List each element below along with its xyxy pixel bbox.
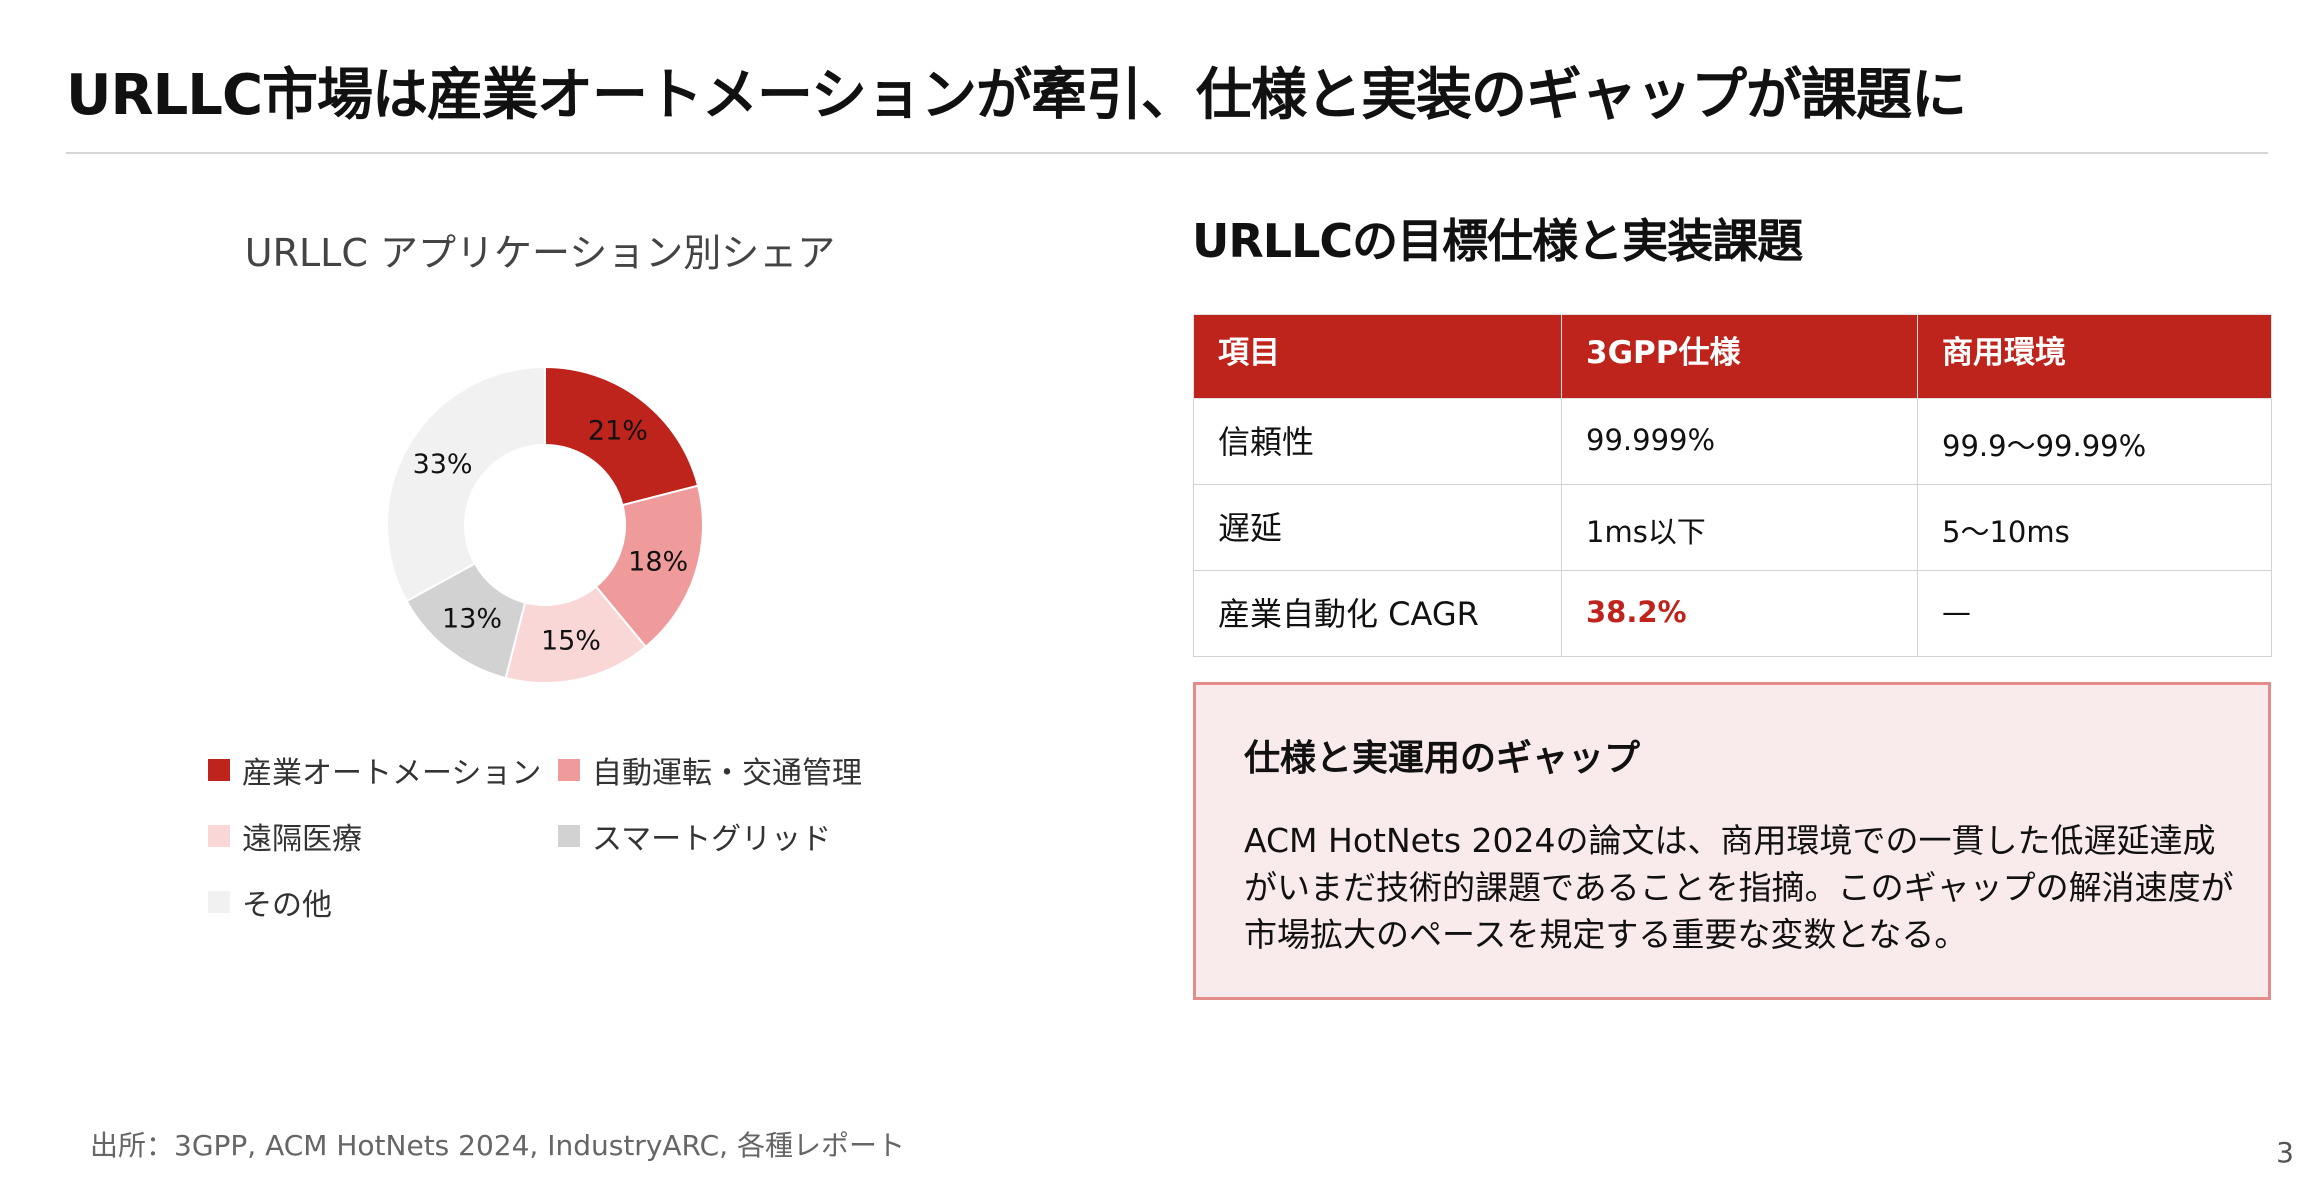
slice-label-0: 21%	[588, 415, 648, 446]
gap-callout-body: ACM HotNets 2024の論文は、商用環境での一貫した低遅延達成がいまだ…	[1244, 821, 2234, 954]
column-header-item: 項目	[1193, 314, 1562, 399]
spec-value: 1ms以下	[1561, 484, 1918, 571]
gap-callout-title: 仕様と実運用のギャップ	[1244, 738, 1641, 779]
donut-slice-1	[594, 484, 704, 649]
commercial-value: 5〜10ms	[1917, 484, 2272, 571]
legend-swatch	[208, 891, 230, 913]
legend-swatch	[558, 759, 580, 781]
donut-slice-0	[544, 365, 700, 507]
legend-label: 産業オートメーション	[242, 756, 542, 791]
legend-swatch	[208, 759, 230, 781]
legend-item-other: その他	[208, 880, 332, 924]
title-divider	[66, 152, 2268, 154]
legend-item-smart-grid: スマートグリッド	[558, 814, 831, 858]
column-header-commercial: 商用環境	[1917, 314, 2272, 399]
slice-label-1: 18%	[628, 546, 688, 577]
page-number: 3	[2276, 1136, 2294, 1169]
chart-title: URLLC アプリケーション別シェア	[244, 231, 836, 275]
table-row: 遅延 1ms以下 5〜10ms	[1193, 484, 2272, 571]
legend-label: その他	[242, 888, 332, 923]
table-row: 信頼性 99.999% 99.9〜99.99%	[1193, 398, 2272, 485]
slide-title: URLLC市場は産業オートメーションが牽引、仕様と実装のギャップが課題に	[66, 63, 1967, 128]
source-note: 出所：3GPP, ACM HotNets 2024, IndustryARC, …	[90, 1129, 905, 1162]
table-row: 産業自動化 CAGR 38.2% —	[1193, 570, 2272, 657]
donut-slice-4	[386, 365, 546, 603]
legend-label: 遠隔医療	[242, 822, 362, 857]
slice-label-4: 33%	[413, 449, 473, 480]
donut-chart: 21% 18% 15% 13% 33%	[386, 365, 704, 684]
commercial-value: —	[1917, 570, 2272, 657]
legend-label: スマートグリッド	[592, 822, 832, 857]
spec-section-heading: URLLCの目標仕様と実装課題	[1192, 214, 1803, 268]
spec-table: 項目 3GPP仕様 商用環境 信頼性 99.999% 99.9〜99.99% 遅…	[1193, 314, 2272, 657]
spec-value-highlight: 38.2%	[1561, 570, 1918, 657]
slice-label-3: 13%	[442, 604, 502, 635]
legend-item-autonomous-driving: 自動運転・交通管理	[558, 748, 862, 792]
legend-item-telemedicine: 遠隔医療	[208, 814, 362, 858]
row-label: 遅延	[1193, 484, 1562, 571]
column-header-3gpp-spec: 3GPP仕様	[1561, 314, 1918, 399]
row-label: 産業自動化 CAGR	[1193, 570, 1562, 657]
legend-item-industrial-automation: 産業オートメーション	[208, 748, 541, 792]
gap-callout-box: 仕様と実運用のギャップ ACM HotNets 2024の論文は、商用環境での一…	[1193, 682, 2271, 1000]
legend-swatch	[208, 825, 230, 847]
commercial-value: 99.9〜99.99%	[1917, 398, 2272, 485]
table-header-row: 項目 3GPP仕様 商用環境	[1193, 314, 2272, 399]
legend-swatch	[558, 825, 580, 847]
legend-label: 自動運転・交通管理	[592, 756, 862, 791]
slice-label-2: 15%	[541, 626, 601, 657]
row-label: 信頼性	[1193, 398, 1562, 485]
spec-value: 99.999%	[1561, 398, 1918, 485]
